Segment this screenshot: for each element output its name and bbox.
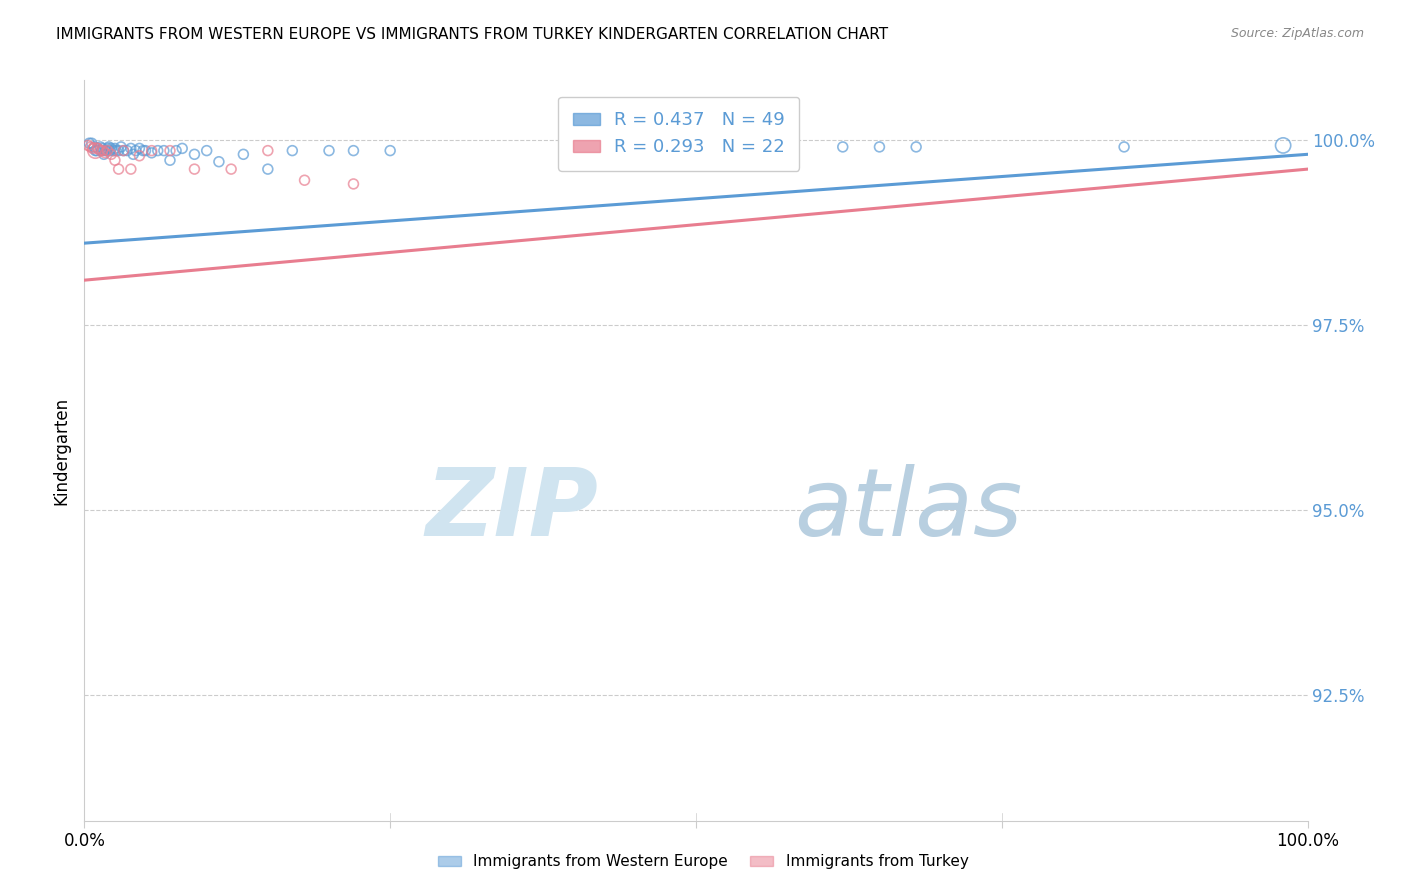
Point	[107, 144, 129, 158]
Point	[342, 177, 364, 191]
Point	[1114, 140, 1136, 154]
Point	[86, 144, 108, 158]
Point	[103, 144, 125, 158]
Point	[97, 141, 120, 155]
Point	[77, 138, 100, 153]
Point	[77, 136, 100, 151]
Point	[153, 144, 176, 158]
Point	[79, 140, 101, 154]
Point	[159, 153, 181, 168]
Point	[107, 162, 129, 177]
Point	[122, 147, 145, 161]
Point	[82, 141, 104, 155]
Point	[831, 140, 853, 154]
Point	[84, 144, 107, 158]
Point	[97, 144, 120, 158]
Point	[91, 141, 114, 155]
Point	[110, 140, 132, 154]
Point	[183, 147, 205, 161]
Point	[905, 140, 928, 154]
Point	[232, 147, 254, 161]
Point	[159, 144, 181, 158]
Point	[115, 144, 138, 158]
Point	[342, 144, 364, 158]
Point	[84, 144, 107, 158]
Point	[135, 144, 157, 158]
Point	[208, 154, 231, 169]
Point	[219, 162, 242, 177]
Point	[183, 162, 205, 177]
Legend: R = 0.437   N = 49, R = 0.293   N = 22: R = 0.437 N = 49, R = 0.293 N = 22	[558, 96, 800, 170]
Point	[165, 144, 187, 158]
Point	[80, 136, 103, 151]
Point	[100, 141, 122, 155]
Point	[257, 144, 280, 158]
Point	[195, 144, 218, 158]
Point	[132, 144, 155, 158]
Point	[125, 144, 148, 158]
Point	[98, 144, 121, 158]
Y-axis label: Kindergarten: Kindergarten	[52, 396, 70, 505]
Point	[1272, 138, 1295, 153]
Point	[146, 144, 169, 158]
Point	[89, 140, 111, 154]
Point	[93, 147, 115, 161]
Point	[91, 144, 114, 158]
Text: ZIP: ZIP	[425, 464, 598, 556]
Point	[120, 141, 142, 155]
Point	[96, 144, 118, 158]
Point	[257, 162, 280, 177]
Point	[100, 147, 122, 161]
Point	[104, 141, 127, 155]
Point	[89, 144, 111, 158]
Point	[112, 144, 135, 158]
Point	[281, 144, 304, 158]
Point	[105, 144, 128, 158]
Legend: Immigrants from Western Europe, Immigrants from Turkey: Immigrants from Western Europe, Immigran…	[432, 848, 974, 875]
Point	[141, 144, 163, 158]
Point	[318, 144, 340, 158]
Point	[94, 144, 117, 158]
Point	[380, 144, 402, 158]
Point	[87, 141, 110, 155]
Point	[120, 162, 142, 177]
Point	[87, 141, 110, 155]
Point	[869, 140, 891, 154]
Point	[104, 153, 127, 168]
Point	[141, 145, 163, 160]
Point	[83, 140, 105, 154]
Point	[112, 144, 135, 158]
Text: atlas: atlas	[794, 464, 1022, 555]
Point	[294, 173, 316, 187]
Point	[128, 149, 150, 163]
Point	[172, 141, 194, 155]
Text: IMMIGRANTS FROM WESTERN EUROPE VS IMMIGRANTS FROM TURKEY KINDERGARTEN CORRELATIO: IMMIGRANTS FROM WESTERN EUROPE VS IMMIGR…	[56, 27, 889, 42]
Text: Source: ZipAtlas.com: Source: ZipAtlas.com	[1230, 27, 1364, 40]
Point	[90, 144, 112, 158]
Point	[97, 140, 120, 154]
Point	[128, 141, 150, 155]
Point	[94, 145, 117, 160]
